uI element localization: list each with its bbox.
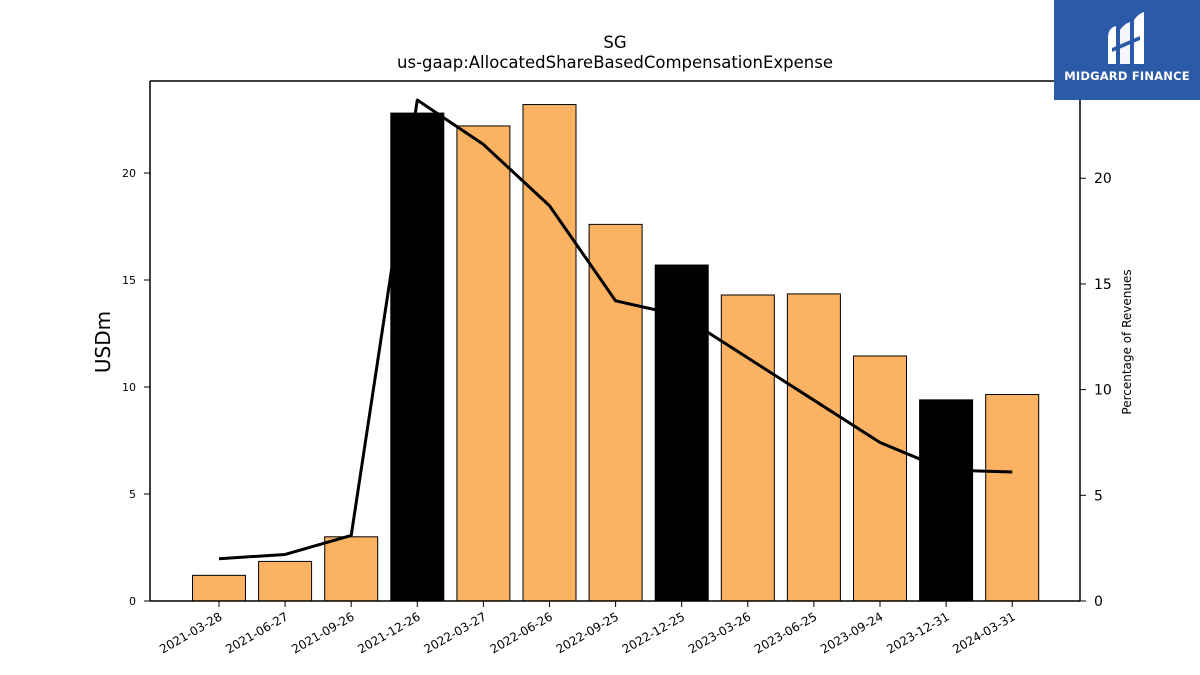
bar	[456, 125, 511, 602]
y2-tick-label: 10	[1094, 383, 1112, 399]
bar	[786, 293, 841, 602]
x-tick-label: 2021-09-26	[289, 609, 356, 656]
bar	[853, 355, 907, 602]
y2-tick-label: 0	[1094, 594, 1103, 610]
midgard-finance-logo: MIDGARD FINANCE	[1054, 0, 1200, 100]
x-tick-label: 2022-06-26	[488, 609, 555, 656]
y2-tick-label: 20	[1094, 171, 1112, 187]
y2-axis-label: Percentage of Revenues	[1120, 269, 1134, 414]
chart-title: SG	[603, 33, 626, 52]
y2-tick-label: 15	[1094, 277, 1112, 293]
y-tick-label: 15	[122, 274, 136, 287]
x-tick-label: 2023-03-26	[686, 609, 753, 656]
y-axis-label: USDm	[91, 311, 115, 373]
bar	[985, 393, 1040, 602]
x-tick-label: 2022-03-27	[421, 609, 488, 656]
bar	[919, 399, 974, 602]
x-tick-label: 2021-12-26	[355, 609, 422, 656]
y-tick-label: 20	[122, 167, 136, 180]
line-series	[218, 98, 1013, 561]
y-tick-label: 5	[129, 488, 136, 501]
y2-tick-label: 5	[1094, 488, 1103, 504]
bar	[390, 112, 445, 602]
x-tick-label: 2023-09-24	[818, 609, 885, 656]
x-tick-label: 2022-12-25	[620, 609, 687, 656]
bar	[522, 104, 577, 602]
bar	[324, 536, 379, 602]
x-tick-label: 2021-06-27	[223, 609, 290, 656]
x-tick-label: 2023-06-25	[752, 609, 819, 656]
x-tick-label: 2024-03-31	[950, 609, 1017, 656]
x-tick-label: 2023-12-31	[884, 609, 951, 656]
bar	[588, 223, 643, 602]
x-tick-label: 2022-09-25	[554, 609, 621, 656]
y-tick-label: 0	[129, 595, 136, 608]
logo-text: MIDGARD FINANCE	[1064, 69, 1190, 83]
bar	[258, 560, 313, 602]
x-tick-label: 2021-03-28	[157, 609, 224, 656]
y-tick-label: 10	[122, 381, 136, 394]
chart-subtitle: us-gaap:AllocatedShareBasedCompensationE…	[397, 53, 833, 72]
bar	[720, 294, 775, 602]
bar	[192, 574, 246, 602]
midgard-finance-logo-icon	[1108, 12, 1144, 64]
bar	[654, 264, 709, 602]
